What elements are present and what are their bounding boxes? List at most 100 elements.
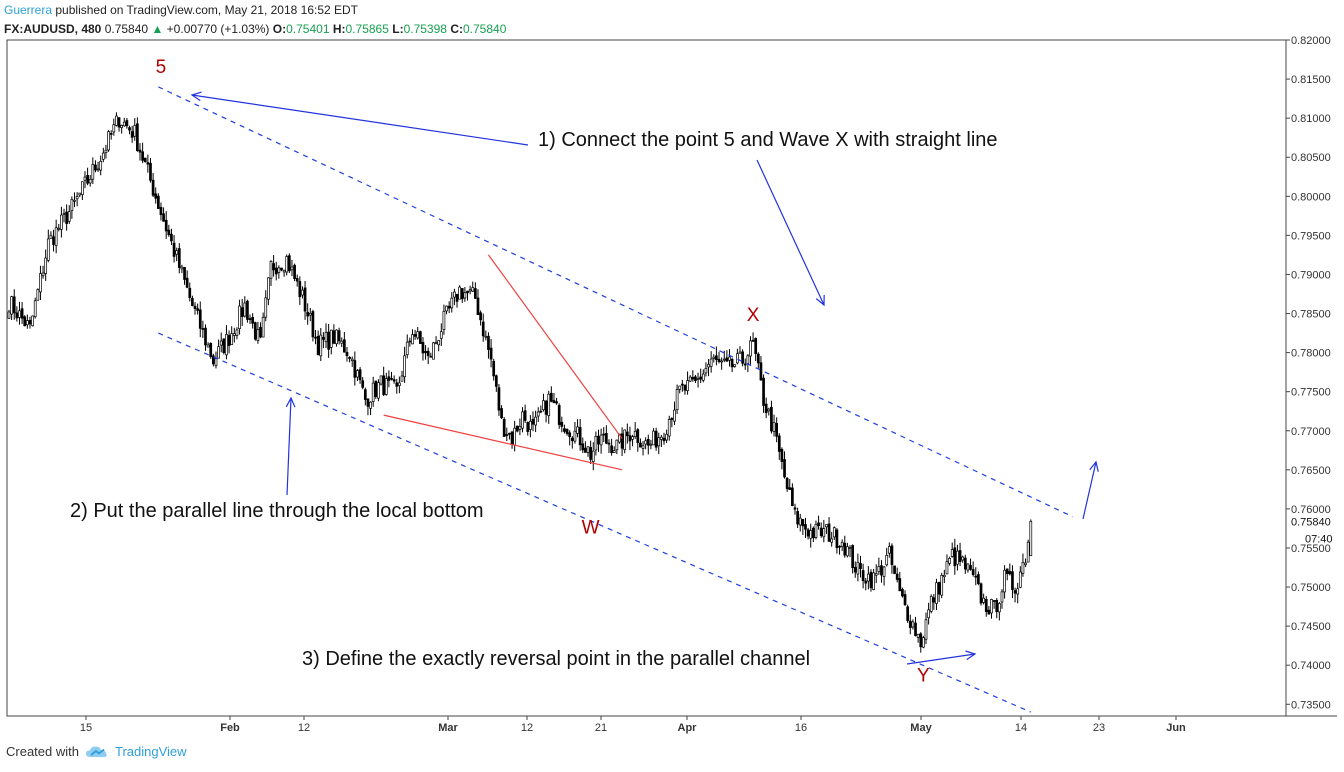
arrow-to-point-5 — [191, 94, 529, 146]
candle-body — [183, 267, 186, 280]
candle-body — [316, 335, 320, 356]
candle-body — [167, 229, 171, 236]
candle-body — [274, 267, 278, 275]
candle-body — [885, 554, 889, 566]
candle-body — [217, 346, 220, 359]
candle-body — [531, 419, 535, 425]
candle-body — [563, 428, 566, 432]
candle-body — [893, 565, 896, 574]
candle-body — [293, 264, 296, 279]
candle-body — [694, 376, 697, 381]
candle-body — [576, 426, 579, 434]
candle-body — [405, 341, 409, 356]
candle-body — [295, 278, 299, 282]
y-tick-label: 0.77500 — [1291, 387, 1331, 399]
candle-body — [510, 431, 514, 445]
candle-body — [819, 527, 823, 536]
candle-body — [785, 477, 789, 489]
candle-body — [518, 426, 522, 430]
candle-body — [44, 257, 48, 274]
candle-body — [887, 546, 891, 554]
candle-body — [675, 389, 679, 411]
arrow-to-point-5-head — [190, 91, 202, 102]
candle-body — [992, 600, 996, 602]
candle-body — [434, 342, 438, 344]
author-link[interactable]: Guerrera — [4, 3, 53, 17]
candle-body — [874, 573, 878, 576]
low-value: 0.75398 — [403, 22, 447, 36]
candle-body — [46, 238, 50, 261]
candle-body — [497, 387, 501, 411]
candle-body — [99, 160, 103, 171]
candle-body — [31, 315, 34, 327]
candle-body — [253, 322, 257, 340]
candle-body — [306, 311, 310, 317]
candle-body — [895, 573, 899, 580]
candle-body — [903, 594, 907, 605]
candle-body — [811, 527, 815, 539]
candle-body — [942, 574, 946, 578]
candle-body — [180, 266, 184, 270]
candle-body — [657, 437, 661, 447]
candle-body — [835, 529, 839, 549]
x-tick-label: Mar — [438, 722, 458, 734]
candle-body — [311, 311, 315, 338]
candle-body — [612, 450, 616, 453]
candle-body — [303, 287, 307, 312]
arrow-projection-up-head — [1089, 460, 1099, 472]
tradingview-brand[interactable]: TradingView — [114, 744, 187, 759]
candle-body — [733, 364, 737, 367]
candle-body — [424, 350, 427, 354]
candle-body — [112, 124, 116, 133]
candle-body — [945, 561, 949, 575]
candle-body — [607, 442, 611, 445]
candle-body — [455, 293, 459, 302]
candle-body — [7, 311, 11, 319]
candle-body — [400, 375, 404, 382]
candle-body — [929, 595, 933, 612]
candle-body — [565, 428, 569, 434]
candle-body — [214, 358, 218, 366]
countdown-label: 07:40 — [1305, 533, 1333, 545]
last-price-label: 0.75840 — [1291, 516, 1331, 528]
candle-body — [749, 340, 752, 357]
candle-body — [906, 606, 910, 621]
candle-body — [487, 335, 490, 350]
candle-body — [746, 355, 750, 364]
wedge-upper-line — [487, 254, 623, 439]
candle-body — [798, 517, 802, 526]
candle-body — [688, 376, 692, 382]
candle-body — [756, 353, 760, 364]
candle-body — [1003, 569, 1006, 593]
candle-body — [599, 434, 603, 446]
candle-body — [880, 565, 883, 576]
candle-body — [969, 565, 972, 570]
candle-body — [12, 296, 16, 314]
wave-label-5: 5 — [156, 57, 167, 78]
candle-body — [667, 419, 671, 437]
candle-body — [738, 351, 742, 354]
candle-body — [81, 181, 84, 195]
candle-body — [709, 358, 713, 367]
candle-body — [806, 529, 810, 537]
candle-body — [832, 527, 836, 538]
candle-body — [1029, 521, 1033, 557]
candle-body — [484, 335, 488, 338]
candle-body — [1016, 588, 1020, 595]
annotation-text: 3) Define the exactly reversal point in … — [302, 648, 810, 670]
candle-body — [544, 400, 548, 415]
y-tick-label: 0.73500 — [1291, 699, 1331, 711]
candle-body — [641, 445, 645, 449]
x-tick-label: 21 — [595, 722, 607, 734]
candle-body — [958, 550, 962, 562]
candle-body — [146, 162, 150, 165]
candle-body — [636, 429, 640, 444]
close-label: C: — [450, 22, 463, 36]
candle-body — [830, 538, 834, 543]
candle-body — [267, 277, 270, 300]
y-tick-label: 0.74000 — [1291, 660, 1331, 672]
candle-body — [439, 331, 443, 339]
y-tick-label: 0.75000 — [1291, 582, 1331, 594]
candle-body — [329, 329, 333, 348]
